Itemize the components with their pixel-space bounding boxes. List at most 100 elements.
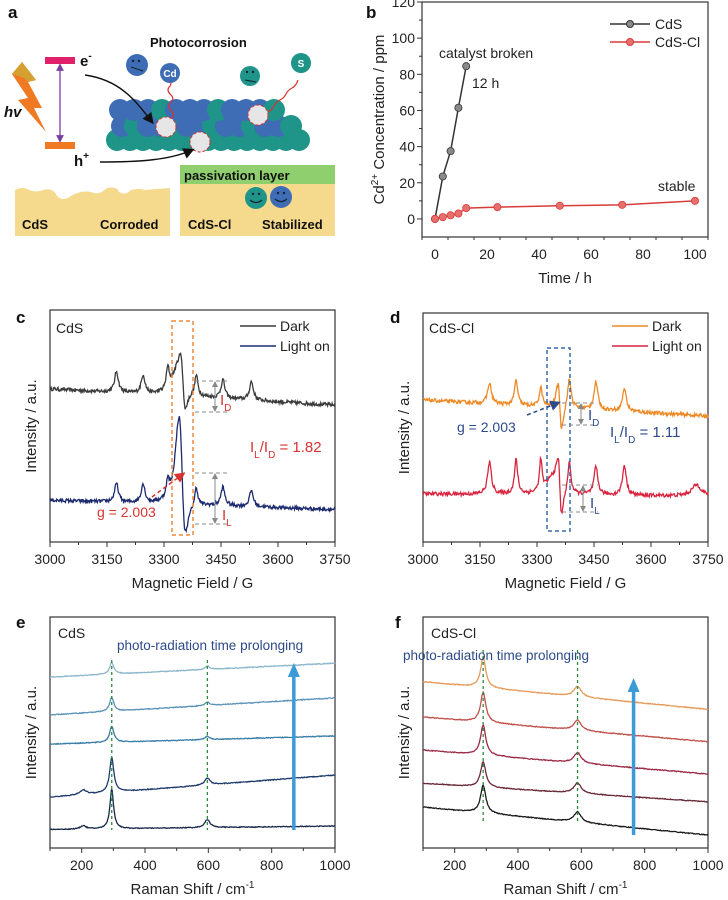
x-tick-label: 3150 <box>464 551 495 567</box>
x-axis-label: Magnetic Field / G <box>505 575 627 592</box>
electron-transfer-arrow <box>84 74 154 125</box>
y-axis-label-rest: Concentration / ppm <box>371 35 388 174</box>
x-tick-label: 3300 <box>148 551 179 567</box>
x-tick-label: 3150 <box>91 551 122 567</box>
x-tick-label: 3450 <box>578 551 609 567</box>
x-axis-label: Magnetic Field / G <box>132 575 254 592</box>
x-tick-label: 3300 <box>521 551 552 567</box>
x-tick-label: 800 <box>260 857 284 873</box>
x-axis-label: Raman Shift / cm-1 <box>504 880 628 898</box>
data-point <box>462 62 471 71</box>
sample-label: CdS <box>58 625 85 641</box>
hv-label: hv <box>4 104 23 121</box>
hole-transfer-arrow <box>99 148 195 163</box>
intensity-ratio-label-part: = 1.82 <box>275 439 321 456</box>
light-bolt-icon <box>12 62 46 132</box>
raman-spectrum-3 <box>49 725 336 746</box>
y-tick-label: 80 <box>399 66 415 82</box>
panel-label-b: b <box>366 3 376 22</box>
series-dark <box>423 378 709 430</box>
x-tick-label: 3600 <box>635 551 666 567</box>
cds-label: CdS <box>22 217 48 232</box>
intensity-ratio-label-part: = 1.11 <box>635 424 680 441</box>
data-point <box>446 147 455 156</box>
raman-spectrum-5 <box>422 656 709 711</box>
data-point <box>454 209 463 218</box>
cdscl-label: CdS-Cl <box>188 217 231 232</box>
y-axis-label: Cd2+ Concentration / ppm <box>370 35 388 205</box>
il-label-part: I <box>590 495 594 512</box>
intensity-ratio-label-part: I <box>250 439 254 456</box>
il-label: IL <box>222 507 232 529</box>
annotation-12h: 12 h <box>472 75 499 91</box>
raman-spectrum-2 <box>49 757 336 798</box>
sample-label: CdS-Cl <box>429 320 474 336</box>
x-tick-label: 600 <box>570 857 594 873</box>
raman-spectrum-4 <box>422 690 709 743</box>
y-axis-label-base: Cd <box>371 185 388 204</box>
stable-cd-face <box>270 186 292 208</box>
g-factor-highlight-box <box>546 347 571 532</box>
data-point <box>493 203 502 212</box>
legend-label: Dark <box>652 318 683 334</box>
time-prolonging-label: photo-radiation time prolonging <box>117 638 303 653</box>
chart-c: 3000 3150 3300 3450 3600 3750 Magnetic Field /… <box>23 309 351 592</box>
il-label-part: I <box>222 507 226 524</box>
legend-label: Light on <box>652 338 702 354</box>
x-tick-label: 80 <box>635 246 651 262</box>
plot-frame <box>422 616 709 849</box>
panel-label-c: c <box>16 308 25 327</box>
time-prolonging-label: photo-radiation time prolonging <box>403 648 589 663</box>
data-point <box>618 200 627 209</box>
floating-cd-face <box>126 54 148 76</box>
intensity-ratio-label-part: /I <box>260 439 268 456</box>
x-tick-label: 600 <box>197 857 221 873</box>
legend-label: CdS-Cl <box>655 34 700 50</box>
intensity-ratio-label-part: /I <box>620 424 628 441</box>
time-arrow-head-icon <box>287 663 300 677</box>
raman-spectrum-1 <box>49 789 336 831</box>
panel-label-d: d <box>390 308 400 327</box>
x-tick-label: 800 <box>633 857 657 873</box>
il-label-part: L <box>594 506 600 517</box>
y-tick-label: 40 <box>399 139 415 155</box>
stable-s-face <box>245 187 267 209</box>
legend-label: Dark <box>280 318 311 334</box>
s-atom <box>263 99 285 121</box>
vacancy-site <box>189 131 211 153</box>
conduction-band <box>45 57 75 64</box>
id-label: ID <box>588 407 599 429</box>
intensity-ratio-label-part: I <box>610 424 614 441</box>
y-axis-label: Intensity / a.u. <box>23 686 40 779</box>
intensity-ratio-label-part: D <box>628 435 635 446</box>
g-factor-label: g = 2.003 <box>457 419 516 435</box>
panel-a-schematic: a hv e- h+ Photocorrosion Cd S CdS Corro… <box>4 3 335 236</box>
panel-label-e: e <box>16 613 25 632</box>
x-tick-label: 1000 <box>319 857 350 873</box>
corroded-cds-block <box>15 187 170 236</box>
g-factor-arrow <box>526 400 561 416</box>
x-axis-label-sup: -1 <box>619 880 628 891</box>
x-tick-label: 200 <box>443 857 467 873</box>
s-atom <box>280 115 302 137</box>
passivation-layer <box>180 165 335 184</box>
id-label: ID <box>220 392 231 414</box>
y-tick-label: 0 <box>407 211 415 227</box>
x-tick-label: 0 <box>431 246 439 262</box>
data-point <box>430 214 439 223</box>
y-tick-label: 60 <box>399 102 415 118</box>
photocorrosion-title: Photocorrosion <box>150 35 247 50</box>
y-tick-label: 20 <box>399 175 415 191</box>
cd-release-wave <box>165 77 174 119</box>
light-bolt-highlight <box>12 62 36 82</box>
x-tick-label: 100 <box>683 246 707 262</box>
x-axis-label-base: Raman Shift / cm <box>131 881 246 898</box>
floating-s-face <box>240 66 260 86</box>
id-label-part: D <box>224 403 231 414</box>
x-tick-label: 400 <box>506 857 530 873</box>
legend-marker <box>626 20 634 28</box>
il-label: IL <box>590 495 600 517</box>
raman-spectrum-5 <box>49 661 336 679</box>
x-tick-label: 200 <box>70 857 94 873</box>
